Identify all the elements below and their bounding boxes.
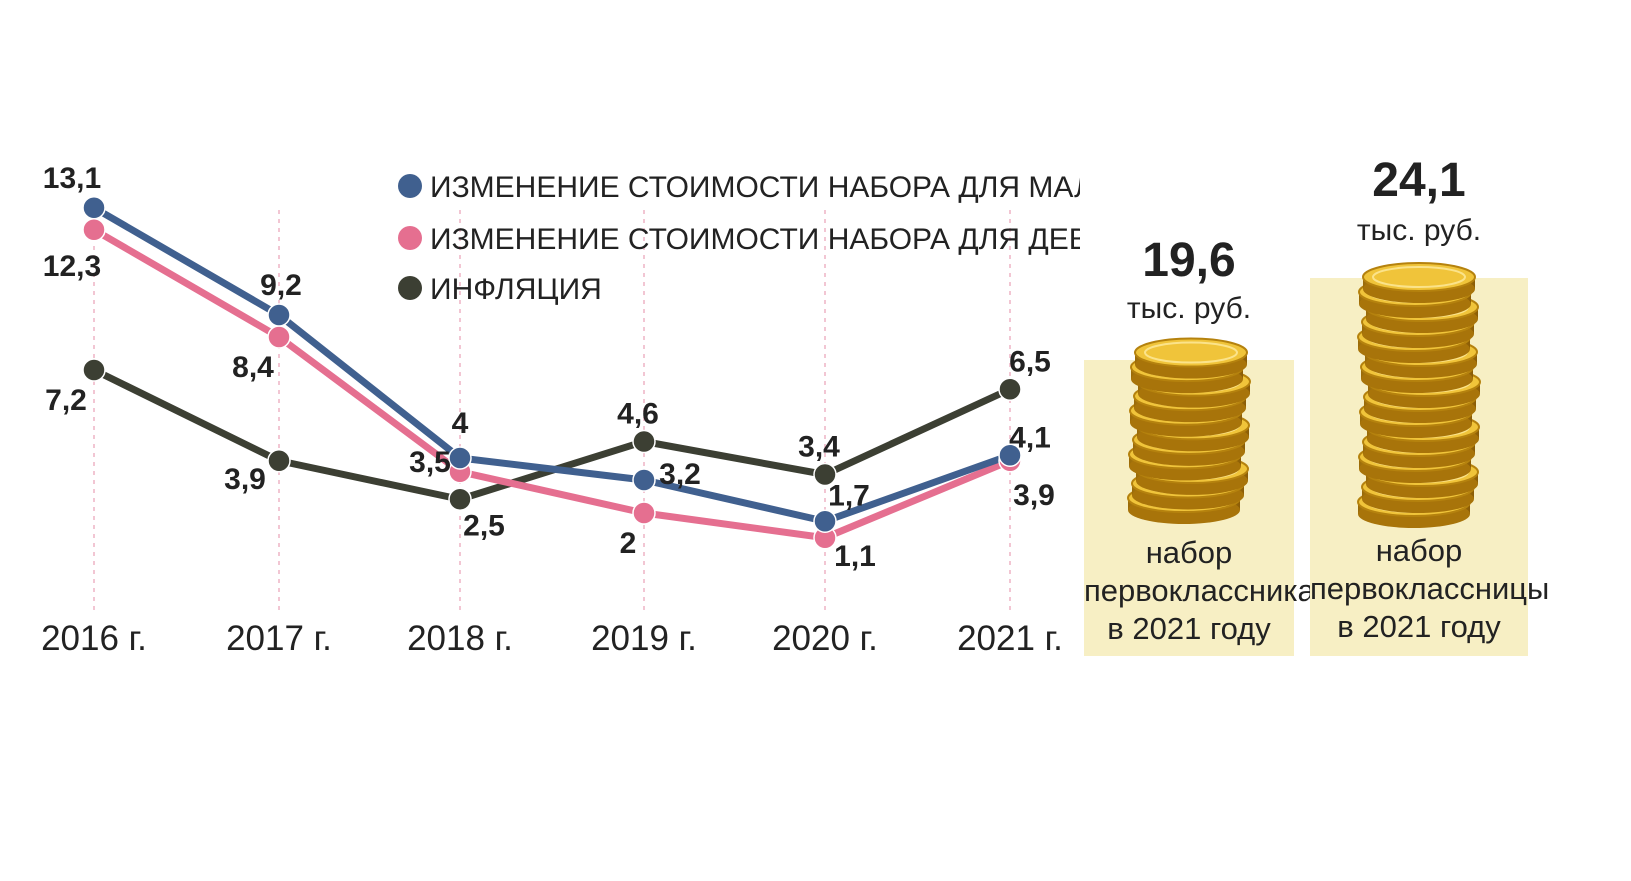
boys-kit-price: 19,6 [1142, 234, 1236, 287]
series-line [90, 226, 1014, 542]
data-label: 4,6 [617, 398, 659, 431]
data-label: 4,1 [1009, 421, 1051, 454]
data-point [448, 487, 472, 511]
data-label: 3,5 [409, 446, 451, 479]
x-tick-label: 2017 г. [226, 619, 332, 658]
data-point [267, 449, 291, 473]
x-tick-label: 2021 г. [957, 619, 1063, 658]
data-label: 7,2 [45, 384, 87, 417]
data-point [632, 468, 656, 492]
caption-line: в 2021 году [1107, 611, 1271, 646]
data-point [448, 446, 472, 470]
line-chart: 2016 г. 2017 г. 2018 г. 2019 г. 2020 г. 2021 … [41, 162, 1080, 658]
caption-line: набор [1145, 535, 1233, 570]
coin-stack-icon [1127, 337, 1251, 524]
coin [1134, 337, 1248, 379]
coin-stack-icon [1357, 262, 1481, 528]
data-label: 1,7 [828, 479, 870, 512]
data-label: 3,9 [224, 463, 266, 496]
data-point [813, 509, 837, 533]
data-point [82, 218, 106, 242]
girls-kit-caption: набор первоклассницы в 2021 году [1310, 532, 1550, 646]
caption-line: в 2021 году [1337, 609, 1501, 644]
data-label: 1,1 [834, 540, 876, 573]
girls-kit-price: 24,1 [1372, 154, 1466, 207]
x-tick-label: 2020 г. [772, 619, 878, 658]
data-point [82, 196, 106, 220]
x-tick-label: 2016 г. [41, 619, 147, 658]
data-point [632, 501, 656, 525]
data-point [632, 429, 656, 454]
data-label: 12,3 [43, 250, 101, 283]
boys-kit-panel: 19,6 тыс. руб. набор первоклассника в 20… [1084, 234, 1315, 656]
data-label: 3,4 [798, 431, 840, 464]
caption-line: первоклассника [1084, 573, 1315, 608]
legend-marker [398, 226, 422, 250]
boys-kit-unit: тыс. руб. [1126, 292, 1252, 325]
legend-marker [398, 174, 422, 198]
data-label: 6,5 [1009, 345, 1051, 378]
data-label: 2,5 [463, 509, 505, 542]
girls-kit-panel: 24,1 тыс. руб. набор первоклассницы в 20… [1310, 154, 1550, 656]
legend-label: ИЗМЕНЕНИЕ СТОИМОСТИ НАБОРА ДЛЯ ДЕВОЧЕК [430, 223, 1080, 256]
data-point [267, 303, 291, 327]
x-tick-label: 2019 г. [591, 619, 697, 658]
boys-kit-caption: набор первоклассника в 2021 году [1084, 534, 1315, 648]
coin [1362, 262, 1476, 303]
series-line [90, 204, 1014, 525]
data-label: 9,2 [260, 269, 302, 302]
data-label: 13,1 [43, 162, 101, 195]
data-label: 4 [452, 407, 469, 440]
data-label: 3,2 [659, 458, 701, 491]
data-point [998, 443, 1022, 467]
legend-label: ИНФЛЯЦИЯ [430, 273, 602, 306]
data-label: 2 [620, 527, 637, 560]
data-point [82, 358, 106, 382]
data-point [813, 462, 837, 487]
data-point [998, 377, 1022, 401]
caption-line: набор [1375, 533, 1463, 568]
data-label: 8,4 [232, 351, 274, 384]
legend-label: ИЗМЕНЕНИЕ СТОИМОСТИ НАБОРА ДЛЯ МАЛЬЧИКОВ [430, 171, 1080, 204]
data-point [267, 325, 291, 349]
x-tick-label: 2018 г. [407, 619, 513, 658]
legend-marker [398, 276, 422, 300]
data-label: 3,9 [1013, 479, 1055, 512]
girls-kit-unit: тыс. руб. [1356, 214, 1482, 247]
caption-line: первоклассницы [1310, 571, 1550, 606]
